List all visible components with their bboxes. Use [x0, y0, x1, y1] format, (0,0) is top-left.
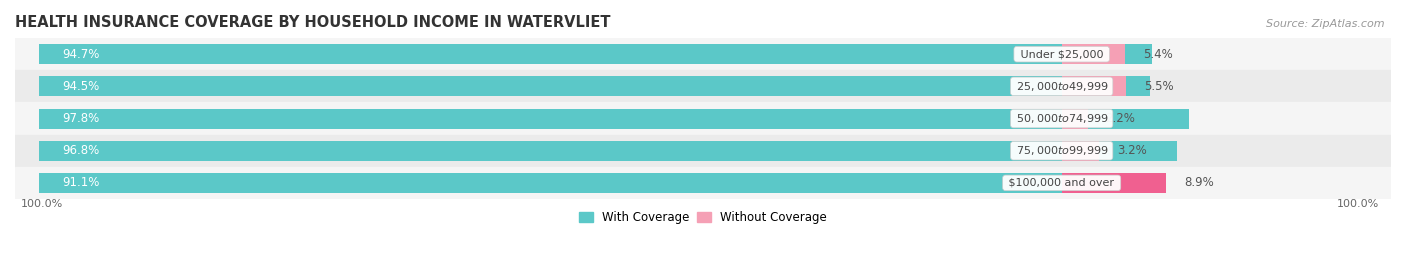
- Text: 97.8%: 97.8%: [62, 112, 100, 125]
- Text: 2.2%: 2.2%: [1105, 112, 1135, 125]
- Text: Source: ZipAtlas.com: Source: ZipAtlas.com: [1267, 19, 1385, 29]
- Text: 100.0%: 100.0%: [1337, 199, 1379, 209]
- Text: $25,000 to $49,999: $25,000 to $49,999: [1014, 80, 1111, 93]
- Bar: [38, 76, 1150, 96]
- Text: 100.0%: 100.0%: [21, 199, 63, 209]
- Bar: [38, 141, 1177, 161]
- Bar: [38, 109, 1188, 129]
- Bar: [1062, 173, 1167, 193]
- Text: $100,000 and over: $100,000 and over: [1005, 178, 1118, 188]
- Text: 94.7%: 94.7%: [62, 48, 100, 61]
- Bar: [15, 38, 1391, 70]
- Text: $50,000 to $74,999: $50,000 to $74,999: [1014, 112, 1111, 125]
- Text: $75,000 to $99,999: $75,000 to $99,999: [1014, 144, 1111, 157]
- Bar: [1062, 141, 1099, 161]
- Text: 96.8%: 96.8%: [62, 144, 100, 157]
- Bar: [38, 173, 1109, 193]
- Text: 5.5%: 5.5%: [1144, 80, 1174, 93]
- Text: 8.9%: 8.9%: [1184, 176, 1213, 189]
- Bar: [1062, 109, 1088, 129]
- Text: 91.1%: 91.1%: [62, 176, 100, 189]
- Text: Under $25,000: Under $25,000: [1017, 49, 1107, 59]
- Legend: With Coverage, Without Coverage: With Coverage, Without Coverage: [574, 206, 832, 228]
- Bar: [15, 70, 1391, 102]
- Text: 94.5%: 94.5%: [62, 80, 100, 93]
- Bar: [15, 102, 1391, 135]
- Text: 3.2%: 3.2%: [1116, 144, 1147, 157]
- Text: HEALTH INSURANCE COVERAGE BY HOUSEHOLD INCOME IN WATERVLIET: HEALTH INSURANCE COVERAGE BY HOUSEHOLD I…: [15, 15, 610, 30]
- Bar: [1062, 44, 1125, 64]
- Text: 5.4%: 5.4%: [1143, 48, 1173, 61]
- Bar: [1062, 76, 1126, 96]
- Bar: [38, 44, 1153, 64]
- Bar: [15, 167, 1391, 199]
- Bar: [15, 135, 1391, 167]
